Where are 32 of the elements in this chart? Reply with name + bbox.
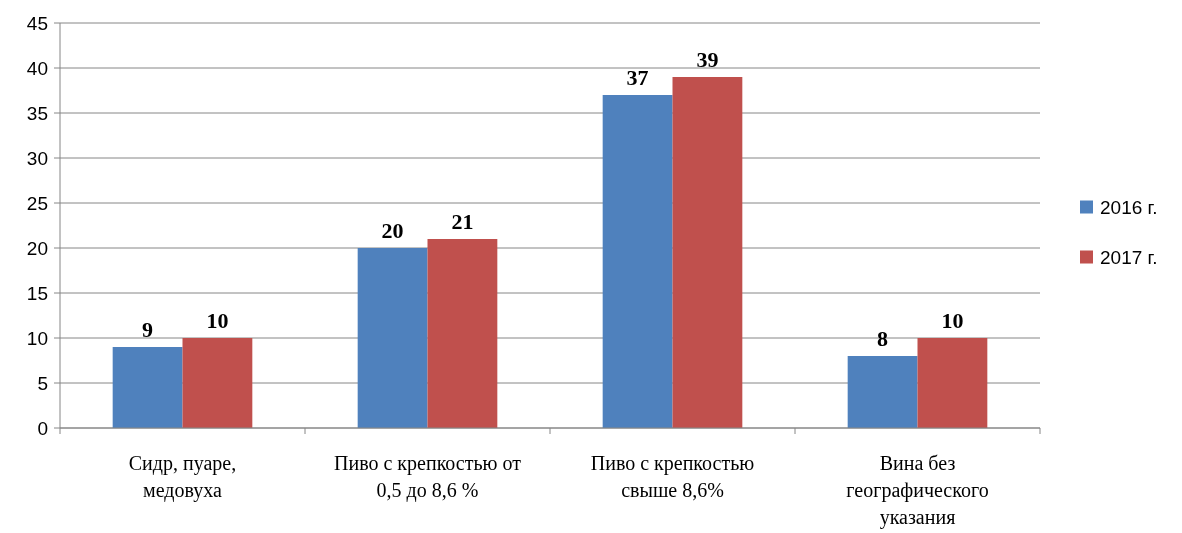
data-label: 10 bbox=[206, 308, 229, 333]
x-tick-label: Вина без географического указания bbox=[846, 452, 989, 529]
bar bbox=[427, 239, 498, 428]
y-tick-label: 35 bbox=[26, 102, 48, 124]
y-tick-label: 20 bbox=[26, 237, 48, 259]
data-label: 37 bbox=[626, 65, 649, 90]
y-tick-label: 30 bbox=[26, 147, 48, 169]
x-tick-label: Пиво с крепкостью от 0,5 до 8,6 % bbox=[334, 452, 522, 502]
data-label: 39 bbox=[696, 47, 719, 72]
bar bbox=[182, 338, 253, 428]
y-tick-label: 25 bbox=[26, 192, 48, 214]
y-tick-label: 40 bbox=[26, 57, 48, 79]
bar bbox=[602, 95, 673, 428]
data-label: 20 bbox=[381, 218, 404, 243]
legend-label: 2016 г. bbox=[1100, 197, 1158, 219]
bar bbox=[917, 338, 988, 428]
data-label: 9 bbox=[142, 317, 154, 342]
y-tick-label: 10 bbox=[26, 327, 48, 349]
bar bbox=[847, 356, 918, 428]
bar bbox=[672, 77, 743, 428]
x-tick-label: Сидр, пуаре, медовуха bbox=[128, 452, 237, 502]
data-label: 10 bbox=[941, 308, 964, 333]
legend-label: 2017 г. bbox=[1100, 247, 1158, 269]
y-tick-label: 15 bbox=[26, 282, 48, 304]
bar bbox=[112, 347, 183, 428]
y-tick-label: 0 bbox=[37, 417, 48, 439]
y-tick-label: 45 bbox=[26, 12, 48, 34]
y-tick-label: 5 bbox=[37, 372, 48, 394]
bar bbox=[357, 248, 428, 428]
x-tick-label: Пиво с крепкостью свыше 8,6% bbox=[590, 452, 755, 501]
data-label: 8 bbox=[877, 326, 889, 351]
data-label: 21 bbox=[451, 209, 474, 234]
